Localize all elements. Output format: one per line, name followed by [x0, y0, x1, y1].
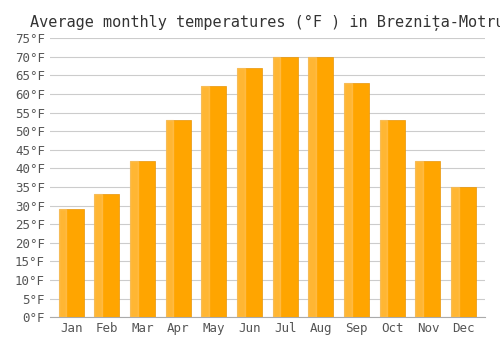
Bar	[416, 161, 423, 317]
Bar	[451, 187, 458, 317]
Bar	[166, 120, 190, 317]
Bar	[202, 86, 226, 317]
Bar	[59, 209, 66, 317]
Bar	[94, 194, 102, 317]
Bar	[451, 187, 476, 317]
Bar	[273, 57, 280, 317]
Bar	[166, 120, 173, 317]
Bar	[308, 57, 316, 317]
Bar	[344, 83, 352, 317]
Bar	[130, 161, 138, 317]
Bar	[94, 194, 120, 317]
Bar	[380, 120, 404, 317]
Bar	[237, 68, 244, 317]
Bar	[308, 57, 334, 317]
Bar	[59, 209, 84, 317]
Bar	[237, 68, 262, 317]
Bar	[273, 57, 297, 317]
Bar	[380, 120, 388, 317]
Title: Average monthly temperatures (°F ) in Breznița-Motru: Average monthly temperatures (°F ) in Br…	[30, 15, 500, 31]
Bar	[130, 161, 155, 317]
Bar	[202, 86, 209, 317]
Bar	[344, 83, 369, 317]
Bar	[416, 161, 440, 317]
